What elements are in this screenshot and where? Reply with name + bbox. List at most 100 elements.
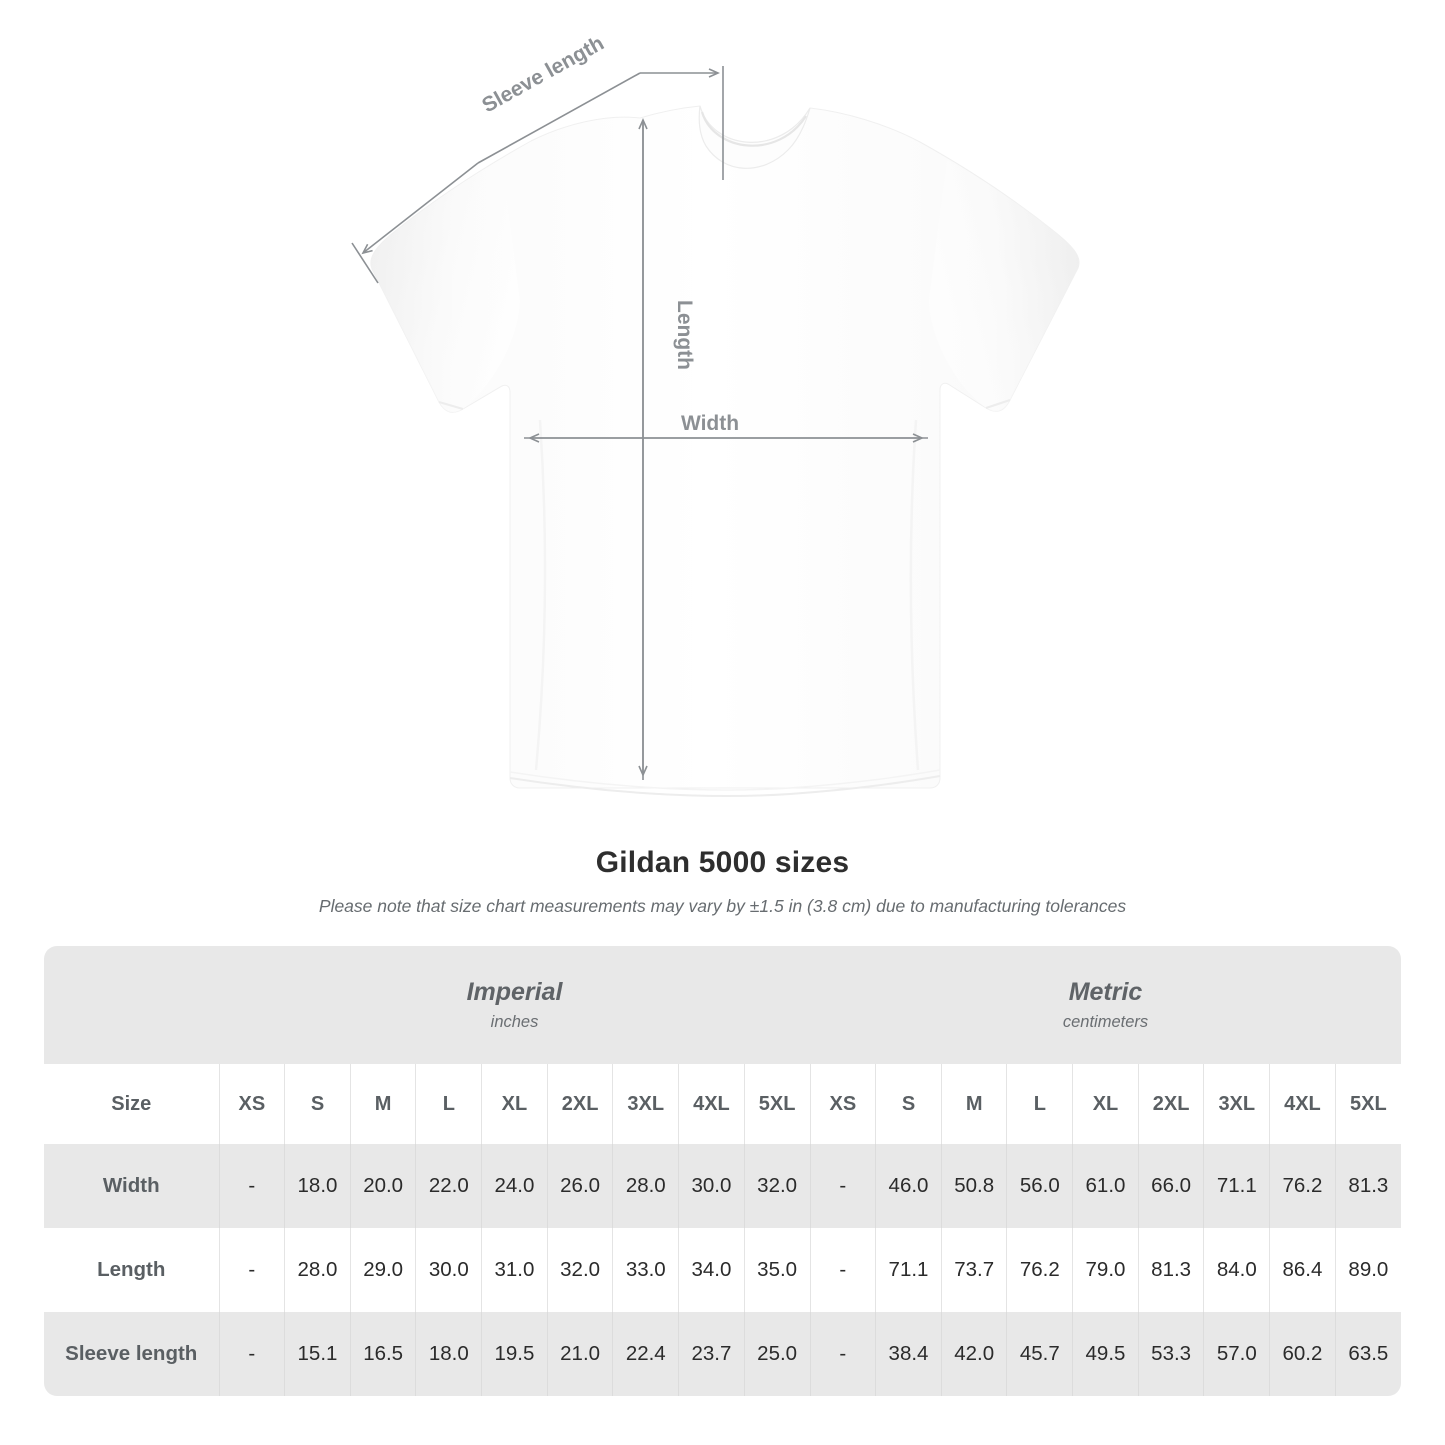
measurement-cell: 31.0 — [481, 1228, 548, 1312]
measurement-cell: 32.0 — [546, 1228, 613, 1312]
length-label: Length — [673, 300, 696, 370]
column-header-size-2xl: 2XL — [1137, 1064, 1204, 1144]
measurement-cell: 21.0 — [546, 1312, 613, 1396]
measurement-cell: 45.7 — [1006, 1312, 1073, 1396]
measurement-cell: 20.0 — [349, 1144, 416, 1228]
measurement-cell: 66.0 — [1137, 1144, 1204, 1228]
measurement-cell: 46.0 — [875, 1144, 942, 1228]
measurement-cell: 15.1 — [284, 1312, 351, 1396]
measurement-cell: - — [809, 1312, 876, 1396]
measurement-cell: 25.0 — [743, 1312, 811, 1396]
measurement-cell: 26.0 — [546, 1144, 613, 1228]
table-row: Length -28.0 29.0 30.0 31.0 32.0 33.0 34.0 35.0-… — [44, 1228, 1401, 1312]
table-row: Width -18.0 20.0 22.0 24.0 26.0 28.0 30.0 32.0-4… — [44, 1144, 1401, 1228]
row-label: Width — [44, 1144, 219, 1228]
measurement-cell: 61.0 — [1072, 1144, 1139, 1228]
measurement-cell: 33.0 — [612, 1228, 679, 1312]
measurement-cell: 35.0 — [743, 1228, 811, 1312]
column-header-size-m: M — [349, 1064, 416, 1144]
measurement-cell: 89.0 — [1334, 1228, 1401, 1312]
measurement-cell: 38.4 — [875, 1312, 942, 1396]
measurement-cell: 19.5 — [481, 1312, 548, 1396]
measurement-cell: 22.4 — [612, 1312, 679, 1396]
sleeve-length-label: Sleeve length — [478, 32, 608, 118]
measurement-cell: 30.0 — [678, 1144, 745, 1228]
measurement-cell: 24.0 — [481, 1144, 548, 1228]
column-header-size-s: S — [875, 1064, 942, 1144]
column-header-size-xl: XL — [481, 1064, 548, 1144]
tolerance-note: Please note that size chart measurements… — [318, 896, 1127, 916]
column-header-size-3xl: 3XL — [1203, 1064, 1270, 1144]
measurement-cell: 28.0 — [612, 1144, 679, 1228]
column-header-size-5xl: 5XL — [1334, 1064, 1401, 1144]
size-table-container: Imperial inches Metric centimeters Size XS S M L… — [44, 946, 1401, 1396]
row-label: Length — [44, 1228, 219, 1312]
measurement-cell: - — [218, 1228, 285, 1312]
measurement-cell: 22.0 — [415, 1144, 482, 1228]
measurement-cell: 53.3 — [1137, 1312, 1204, 1396]
measurement-cell: 29.0 — [349, 1228, 416, 1312]
measurement-cell: 32.0 — [743, 1144, 811, 1228]
table-row: Sleeve length -15.1 16.5 18.0 19.5 21.0 22.4 23… — [44, 1312, 1401, 1396]
tshirt-shape — [370, 105, 1080, 798]
column-header-size-s: S — [284, 1064, 351, 1144]
column-header-size-xs: XS — [218, 1064, 285, 1144]
measurement-cell: 50.8 — [940, 1144, 1007, 1228]
row-label: Sleeve length — [44, 1312, 219, 1396]
column-header-size-xs: XS — [809, 1064, 876, 1144]
column-header-size-m: M — [940, 1064, 1007, 1144]
column-header-size-4xl: 4XL — [1269, 1064, 1336, 1144]
measurement-cell: 63.5 — [1334, 1312, 1401, 1396]
column-header-size-xl: XL — [1072, 1064, 1139, 1144]
measurement-cell: 18.0 — [415, 1312, 482, 1396]
measurement-cell: 28.0 — [284, 1228, 351, 1312]
measurement-cell: - — [809, 1228, 876, 1312]
measurement-cell: 34.0 — [678, 1228, 745, 1312]
column-header-size: Size — [44, 1064, 219, 1144]
measurement-cell: 76.2 — [1006, 1228, 1073, 1312]
measurement-cell: 73.7 — [940, 1228, 1007, 1312]
group-header-metric: Metric centimeters — [810, 946, 1401, 1064]
measurement-cell: - — [218, 1312, 285, 1396]
measurement-cell: 23.7 — [678, 1312, 745, 1396]
column-header-size-3xl: 3XL — [612, 1064, 679, 1144]
measurement-cell: 76.2 — [1269, 1144, 1336, 1228]
group-header-imperial: Imperial inches — [219, 946, 811, 1064]
group-name: Metric — [1068, 978, 1143, 1007]
measurement-cell: 81.3 — [1334, 1144, 1401, 1228]
group-unit: inches — [490, 1012, 539, 1031]
measurement-cell: 18.0 — [284, 1144, 351, 1228]
column-header-size-4xl: 4XL — [678, 1064, 745, 1144]
group-header-spacer — [44, 946, 219, 1064]
size-header-row: Size XS S M L XL 2XL 3XL 4XL 5XL XS S M L XL 2XL 3XL 4XL 5… — [44, 1064, 1401, 1144]
measurement-cell: 56.0 — [1006, 1144, 1073, 1228]
width-dimension: Width — [524, 412, 928, 443]
group-unit: centimeters — [1062, 1012, 1149, 1031]
measurement-cell: 42.0 — [940, 1312, 1007, 1396]
measurement-cell: 16.5 — [349, 1312, 416, 1396]
column-header-size-l: L — [1006, 1064, 1073, 1144]
measurement-cell: 71.1 — [875, 1228, 942, 1312]
measurement-cell: 84.0 — [1203, 1228, 1270, 1312]
group-name: Imperial — [466, 978, 563, 1007]
measurement-cell: 30.0 — [415, 1228, 482, 1312]
size-table: Imperial inches Metric centimeters Size XS S M L… — [44, 946, 1401, 1396]
page-title: Gildan 5000 sizes — [595, 846, 850, 879]
measurement-cell: 79.0 — [1072, 1228, 1139, 1312]
length-dimension: Length — [638, 118, 696, 780]
tshirt-illustration: Sleeve length Length Width — [351, 32, 1080, 798]
column-header-size-2xl: 2XL — [546, 1064, 613, 1144]
column-header-size-5xl: 5XL — [743, 1064, 811, 1144]
measurement-cell: 86.4 — [1269, 1228, 1336, 1312]
measurement-cell: 57.0 — [1203, 1312, 1270, 1396]
width-label: Width — [681, 412, 739, 435]
unit-group-header-row: Imperial inches Metric centimeters — [44, 946, 1401, 1064]
measurement-cell: 71.1 — [1203, 1144, 1270, 1228]
measurement-cell: 81.3 — [1137, 1228, 1204, 1312]
tshirt-diagram: Sleeve length Length Width — [351, 32, 1080, 798]
measurement-cell: 60.2 — [1269, 1312, 1336, 1396]
measurement-cell: 49.5 — [1072, 1312, 1139, 1396]
measurement-cell: - — [809, 1144, 876, 1228]
measurement-cell: - — [218, 1144, 285, 1228]
